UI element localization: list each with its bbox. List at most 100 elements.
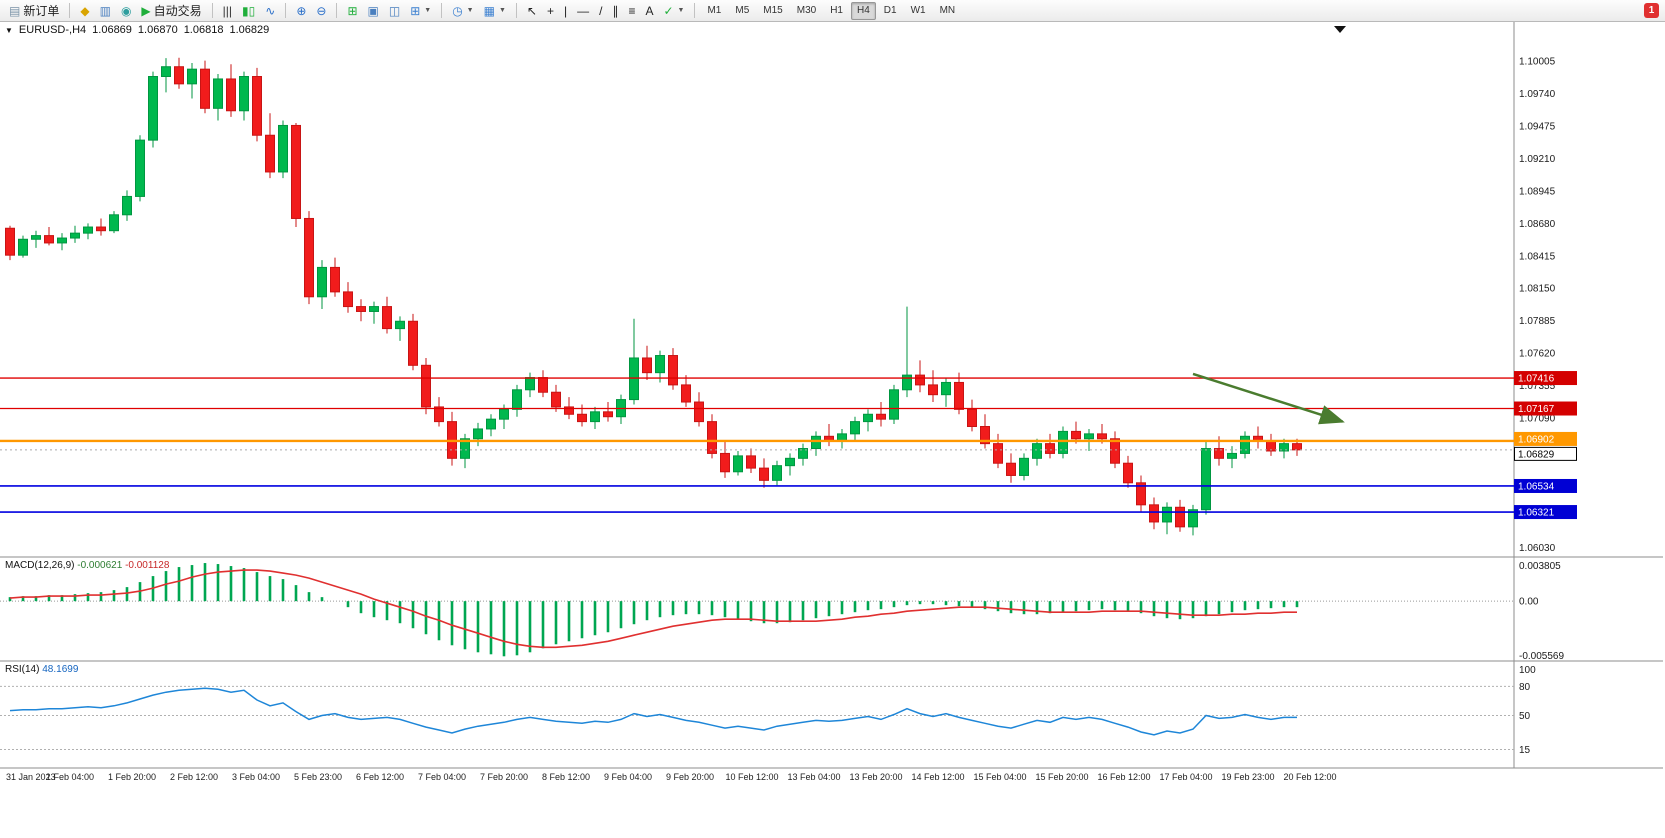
market-watch-icon[interactable]: ▥ (95, 2, 116, 19)
arrows-objects-icon[interactable]: ✓ ▼ (658, 2, 689, 19)
new-order-icon: ▤ (9, 3, 21, 18)
horizontal-line-icon[interactable]: — (572, 2, 594, 19)
svg-text:1.06829: 1.06829 (1518, 449, 1555, 460)
bar-chart-icon[interactable]: ||| (218, 2, 237, 19)
toolbar-separator (694, 3, 696, 18)
svg-text:31 Jan 2023: 31 Jan 2023 (6, 772, 56, 782)
template-icon-caret[interactable]: ▼ (498, 7, 506, 14)
macd-panel: 0.003805 0.00 -0.005569 (0, 561, 1564, 662)
arrows-objects-icon-caret[interactable]: ▼ (677, 7, 685, 14)
svg-text:13 Feb 20:00: 13 Feb 20:00 (849, 772, 902, 782)
svg-text:1.08680: 1.08680 (1519, 219, 1556, 230)
rsi-panel: 100 80 50 15 (0, 665, 1536, 756)
timeframe-button-M15[interactable]: M15 (757, 2, 788, 20)
auto-arrange-icon[interactable]: ▣ (363, 2, 384, 19)
autotrade-icon: ▶ (141, 3, 151, 18)
svg-text:1.07090: 1.07090 (1519, 413, 1556, 424)
new-chart-icon[interactable]: ⊞ ▼ (405, 2, 436, 19)
period-icon[interactable]: ◷ ▼ (447, 2, 478, 19)
fibonacci-icon[interactable]: ≡ (623, 2, 640, 19)
svg-text:1.08415: 1.08415 (1519, 251, 1556, 262)
main-toolbar: ▤ 新订单 ◆ ▥ ◉ ▶ 自动交易 ||| ▮▯ ∿ ⊕ ⊖ ⊞ ▣ ◫ ⊞ ▼ ◷ ▼ ▦ ▼ ↖ + | — / ∥ ≡ A ✓ ▼ M… (0, 0, 1665, 22)
svg-text:1 Feb 20:00: 1 Feb 20:00 (108, 772, 156, 782)
scroll-to-end-marker[interactable] (1334, 26, 1346, 33)
svg-text:1.08150: 1.08150 (1519, 284, 1556, 295)
svg-text:1.06902: 1.06902 (1518, 434, 1555, 445)
template-icon: ▦ (483, 3, 495, 18)
text-label-icon[interactable]: A (640, 2, 658, 19)
zoom-out-icon: ⊖ (316, 3, 327, 18)
svg-text:15 Feb 20:00: 15 Feb 20:00 (1035, 772, 1088, 782)
horizontal-line-icon: — (577, 3, 590, 18)
svg-text:16 Feb 12:00: 16 Feb 12:00 (1097, 772, 1150, 782)
svg-text:1.08945: 1.08945 (1519, 186, 1556, 197)
timeframe-button-M1[interactable]: M1 (701, 2, 727, 20)
template-icon[interactable]: ▦ ▼ (479, 2, 511, 19)
zoom-out-icon[interactable]: ⊖ (311, 2, 331, 19)
ohlc-open: 1.06869 (92, 24, 132, 36)
rsi-name: RSI(14) (5, 664, 40, 675)
svg-text:10 Feb 12:00: 10 Feb 12:00 (725, 772, 778, 782)
cursor-icon: ↖ (526, 3, 537, 18)
new-chart-icon-caret[interactable]: ▼ (424, 7, 432, 14)
crosshair-icon[interactable]: + (542, 2, 559, 19)
navigator-icon[interactable]: ◉ (116, 2, 136, 19)
metaeditor-icon[interactable]: ◆ (75, 2, 94, 19)
macd-name: MACD(12,26,9) (5, 560, 75, 571)
svg-text:1.06321: 1.06321 (1518, 508, 1555, 519)
equidistant-channel-icon[interactable]: ∥ (607, 2, 623, 19)
vertical-line-icon[interactable]: | (559, 2, 572, 19)
svg-text:1.06534: 1.06534 (1518, 481, 1555, 492)
line-chart-icon: ∿ (265, 3, 276, 18)
chart-dropdown-icon[interactable]: ▼ (5, 25, 13, 35)
timeframe-button-H1[interactable]: H1 (824, 2, 849, 20)
svg-text:1.09210: 1.09210 (1519, 154, 1556, 165)
candles-layer (5, 57, 1302, 536)
svg-text:0.00: 0.00 (1519, 597, 1539, 608)
period-icon-caret[interactable]: ▼ (466, 7, 474, 14)
timeframe-button-M5[interactable]: M5 (729, 2, 755, 20)
svg-text:20 Feb 12:00: 20 Feb 12:00 (1283, 772, 1336, 782)
timeframe-button-MN[interactable]: MN (934, 2, 962, 20)
toolbar-separator (336, 3, 338, 18)
cascade-windows-icon[interactable]: ◫ (384, 2, 405, 19)
svg-text:13 Feb 04:00: 13 Feb 04:00 (787, 772, 840, 782)
svg-text:1.07416: 1.07416 (1518, 374, 1555, 385)
timeframe-button-W1[interactable]: W1 (905, 2, 932, 20)
timeframe-button-M30[interactable]: M30 (791, 2, 822, 20)
autotrade-button[interactable]: ▶ 自动交易 (136, 2, 206, 19)
bar-chart-icon: ||| (222, 3, 233, 18)
price-chart-canvas[interactable]: 1.10005 1.09740 1.09475 1.09210 1.08945 1.086… (0, 22, 1665, 838)
rsi-line (9, 687, 1297, 736)
price-tags: 1.07416 1.07167 1.06902 1.06829 1.06534 1.063… (1514, 371, 1577, 520)
svg-text:1 Feb 04:00: 1 Feb 04:00 (46, 772, 94, 782)
svg-text:1.07620: 1.07620 (1519, 349, 1556, 360)
toolbar-separator (515, 3, 517, 18)
line-chart-icon[interactable]: ∿ (260, 2, 280, 19)
tile-windows-icon[interactable]: ⊞ (342, 2, 362, 19)
trendline-icon[interactable]: / (594, 2, 607, 19)
svg-text:1.10005: 1.10005 (1519, 57, 1556, 68)
svg-text:1.09740: 1.09740 (1519, 89, 1556, 100)
svg-text:1.07355: 1.07355 (1519, 381, 1556, 392)
notification-badge[interactable]: 1 (1644, 3, 1659, 18)
text-label-icon: A (645, 3, 654, 18)
svg-text:14 Feb 12:00: 14 Feb 12:00 (911, 772, 964, 782)
zoom-in-icon[interactable]: ⊕ (291, 2, 311, 19)
macd-signal-line (9, 569, 1297, 649)
new-order-button[interactable]: ▤ 新订单 (4, 2, 64, 19)
svg-text:80: 80 (1519, 682, 1531, 693)
zoom-in-icon: ⊕ (296, 3, 307, 18)
horizontal-lines-layer[interactable] (0, 377, 1514, 513)
timeframe-button-H4[interactable]: H4 (850, 1, 876, 20)
toolbar-items: ▤ 新订单 ◆ ▥ ◉ ▶ 自动交易 ||| ▮▯ ∿ ⊕ ⊖ ⊞ ▣ ◫ ⊞ ▼ ◷ ▼ ▦ ▼ ↖ + | — / ∥ ≡ A ✓ ▼ M… (4, 0, 962, 21)
cursor-icon[interactable]: ↖ (522, 2, 542, 19)
timeframe-button-D1[interactable]: D1 (878, 2, 903, 20)
candlestick-chart-icon[interactable]: ▮▯ (237, 2, 260, 19)
rsi-indicator-label: RSI(14) 48.1699 (5, 664, 78, 675)
new-chart-icon: ⊞ (410, 3, 421, 18)
trend-arrow-annotation[interactable] (1192, 372, 1345, 425)
chart-window: ▼ EURUSD-,H4 1.06869 1.06870 1.06818 1.0… (0, 22, 1665, 838)
arrows-objects-icon: ✓ (663, 3, 674, 18)
